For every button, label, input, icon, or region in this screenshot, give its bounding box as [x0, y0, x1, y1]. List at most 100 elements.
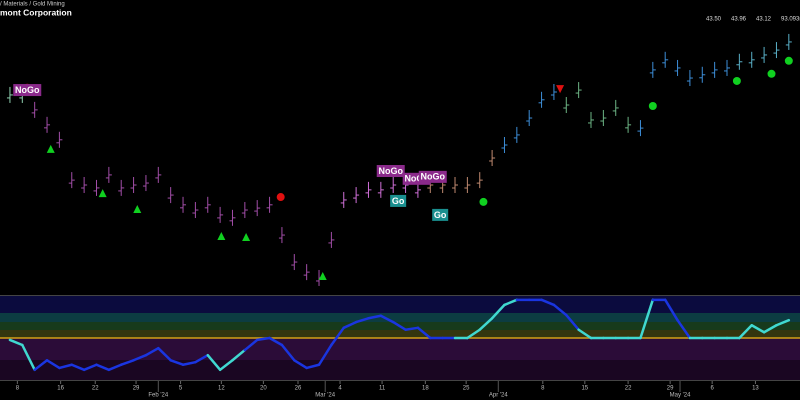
band: [0, 360, 800, 380]
signal-label-box: [376, 165, 405, 178]
x-tick-label: 29: [667, 386, 674, 392]
oscillator-segment: [218, 359, 234, 372]
oscillator-segment: [762, 324, 778, 334]
price-bar: [254, 200, 261, 217]
quote-value: 93.093m: [781, 17, 800, 23]
quotes: 43.50 43.96 43.12 93.093m: [706, 17, 800, 23]
oscillator-segment: [157, 346, 172, 362]
signal-circle: [276, 193, 285, 202]
oscillator-segment: [181, 360, 197, 366]
price-bar: [662, 51, 669, 68]
oscillator-segment: [490, 303, 506, 320]
price-bar: [56, 131, 63, 148]
signal-triangle-up: [242, 233, 251, 242]
oscillator-segment: [206, 353, 222, 372]
signal-circle: [732, 76, 741, 85]
price-bar: [180, 196, 187, 213]
price-bar: [44, 116, 51, 133]
oscillator-segment: [132, 353, 148, 362]
signal-label: NoGo: [404, 174, 429, 184]
x-tick-label: 20: [260, 386, 267, 392]
oscillator-segment: [367, 314, 383, 320]
company: mont Corporation: [0, 7, 72, 17]
oscillator-segment: [577, 328, 593, 340]
x-tick-label: 8: [541, 386, 545, 392]
price-bar: [686, 70, 693, 87]
price-bar: [761, 46, 768, 63]
oscillator-segment: [775, 318, 791, 327]
price-bar: [68, 172, 75, 189]
x-tick-label: 13: [752, 386, 759, 392]
oscillator-segment: [95, 363, 111, 372]
price-bar: [724, 59, 731, 76]
price-bar: [31, 101, 38, 118]
oscillator-segment: [119, 359, 135, 366]
signal-triangle-down: [556, 85, 565, 94]
oscillator-segment: [663, 298, 679, 322]
oscillator-segment: [379, 314, 395, 324]
oscillator-segment: [404, 326, 420, 331]
price-bar: [130, 176, 137, 193]
signal-triangle-up: [98, 189, 107, 198]
month-label: May '24: [670, 393, 691, 399]
oscillator-segment: [58, 363, 74, 370]
price-bar: [575, 82, 582, 99]
signal-label: NoGo: [378, 166, 403, 176]
month-label: Feb '24: [148, 393, 168, 399]
price-bar: [785, 33, 792, 50]
oscillator-segment: [169, 359, 185, 366]
sector: / Materials / Gold Mining: [0, 2, 65, 8]
price-bar: [266, 196, 273, 213]
oscillator-segment: [639, 298, 655, 340]
price-bar: [192, 202, 199, 219]
band: [0, 313, 800, 322]
price-bar: [588, 111, 595, 128]
price-bar: [464, 176, 471, 193]
price-bar: [93, 179, 100, 196]
oscillator-segment: [293, 359, 308, 370]
month-label: Apr '24: [489, 393, 508, 399]
oscillator-segment: [280, 343, 296, 362]
band: [0, 338, 800, 360]
oscillator-segment: [70, 363, 86, 372]
price-bar: [155, 166, 162, 183]
oscillator-segment: [676, 318, 692, 340]
price-bar: [736, 53, 743, 70]
x-tick-label: 25: [463, 386, 470, 392]
price-bar: [625, 116, 632, 133]
price-bar: [748, 51, 755, 68]
price-bar: [649, 61, 656, 78]
oscillator-segment: [268, 336, 284, 347]
oscillator-segment: [21, 343, 36, 372]
signal-triangle-up: [133, 205, 142, 214]
price-bar: [699, 66, 706, 83]
x-tick-label: 29: [133, 386, 140, 392]
price-bar: [6, 86, 13, 103]
price-bar: [340, 191, 347, 208]
x-tick-label: 8: [16, 386, 20, 392]
price-bar: [563, 97, 570, 114]
price-bar: [390, 176, 397, 193]
oscillator-segment: [503, 298, 519, 307]
price-bar: [600, 110, 607, 127]
x-tick-label: 5: [179, 386, 183, 392]
price-bar: [674, 59, 681, 76]
signal-label-box: [13, 84, 42, 97]
oscillator-segment: [231, 348, 247, 362]
signal-circle: [784, 56, 793, 65]
x-tick-label: 6: [710, 386, 714, 392]
x-tick-label: 22: [92, 386, 99, 392]
price-bar: [637, 120, 644, 137]
price-bar: [365, 181, 372, 198]
x-tick-label: 16: [57, 386, 64, 392]
price-bar: [241, 202, 248, 219]
oscillator-segment: [342, 320, 358, 330]
oscillator-segment: [243, 338, 259, 352]
signal-label-box: [418, 170, 447, 183]
quote-value: 43.96: [731, 17, 747, 23]
price-bar: [489, 150, 496, 167]
signal-label: Go: [392, 196, 405, 206]
x-tick-label: 11: [379, 386, 386, 392]
oscillator-segment: [354, 317, 370, 324]
